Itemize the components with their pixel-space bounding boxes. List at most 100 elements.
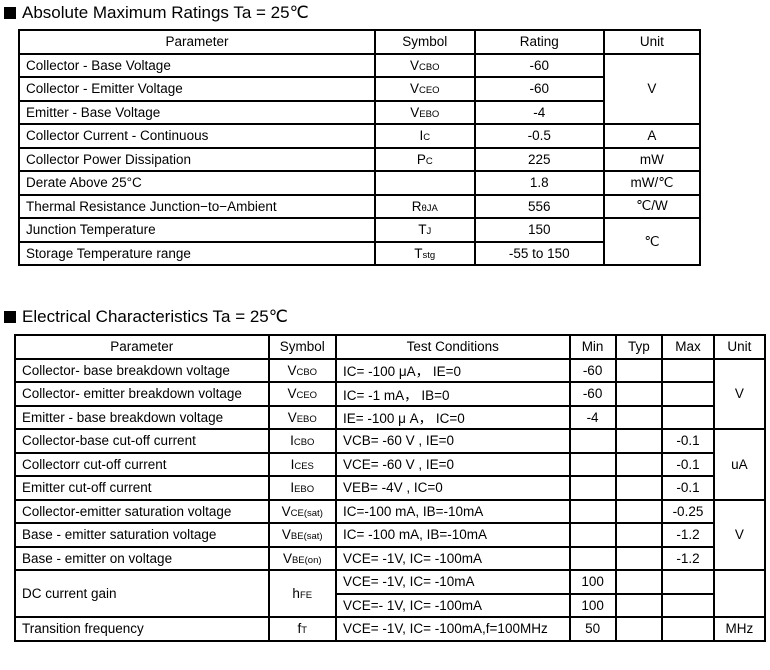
symbol-subscript: CE(sat) [290,507,323,519]
min-cell: 100 [568,569,617,595]
symbol-cell: VCBO [373,52,476,78]
symbol-cell: fT [267,616,337,642]
unit-cell: mW/℃ [602,170,702,196]
table-row: Base - emitter saturation voltage VBE(sat… [14,522,765,548]
table-row: Collector- base breakdown voltage VCBO IC=… [14,357,767,430]
symbol-subscript: BE(sat) [290,531,323,543]
column-header: Unit [602,29,702,55]
column-header: Unit [712,334,767,360]
symbol-subscript: CEO [418,85,440,97]
max-cell [661,357,715,383]
min-cell [568,428,617,454]
symbol-subscript: EBO [419,108,440,120]
test-conditions-cell: IC= -1 mA， IB=0 [334,381,571,407]
symbol-main: I [290,433,294,449]
parameter-cell: Emitter cut-off current [14,475,270,501]
column-header: Symbol [373,29,476,55]
column-header: Min [568,334,617,360]
table-row: Collector Current - Continuous IC -0.5 A [18,123,702,149]
parameter-cell: Thermal Resistance Junction−to−Ambient [18,193,376,219]
table-row: Collector-emitter saturation voltage VCE(… [14,498,767,571]
max-cell [661,569,715,595]
table-row: Storage Temperature range Tstg -55 to 150 [18,240,700,266]
symbol-main: V [287,386,297,402]
max-cell: -0.25 [661,498,715,524]
column-header: Typ [614,334,664,360]
min-cell [568,545,617,571]
symbol-subscript: C [423,132,431,144]
rating-cell: -60 [473,76,605,102]
bullet-square-icon [4,311,16,323]
typ-cell [614,569,664,595]
symbol-subscript: CBO [293,437,315,449]
unit-cell: MHz [712,616,767,642]
symbol-subscript: J [426,226,432,238]
unit-cell: V [712,498,767,571]
symbol-cell: VCEO [373,76,476,102]
table-row: Emitter - base breakdown voltage VEBO IE= … [14,404,765,430]
section-title: Electrical Characteristics Ta = 25℃ [22,307,288,326]
symbol-cell: TJ [373,217,476,243]
symbol-cell: VBE(sat) [267,522,337,548]
table-row: Collector-base cut-off current ICBO VCB= -… [14,428,767,501]
test-conditions-cell: VEB= -4V , IC=0 [334,475,571,501]
symbol-main: I [290,456,295,472]
symbol-main: f [297,621,302,637]
parameter-cell: Base - emitter saturation voltage [14,522,270,548]
parameter-cell: Transition frequency [14,616,270,642]
table-row: Collectorr cut-off current ICES VCE= -60 V… [14,451,765,477]
parameter-cell: Collector- emitter breakdown voltage [14,381,270,407]
rating-cell: -0.5 [473,123,605,149]
max-cell: -1.2 [661,545,715,571]
section-heading-absolute-max: Absolute Maximum Ratings Ta = 25℃ [4,3,309,23]
symbol-subscript: EBO [294,484,315,496]
table-row: VCE=- 1V, IC= -100mA 100 [15,592,765,618]
symbol-subscript: CBO [418,61,440,73]
rating-cell: 150 [473,217,605,243]
unit-cell [712,569,767,618]
symbol-cell: IC [373,123,476,149]
max-cell [661,592,715,618]
min-cell [568,498,617,524]
typ-cell [614,616,664,642]
bullet-square-icon [4,7,16,19]
table-row: Emitter - Base Voltage VEBO -4 [18,99,700,125]
typ-cell [614,428,664,454]
test-conditions-cell: VCE=- 1V, IC= -100mA [334,592,571,618]
electrical-characteristics-table: Parameter Symbol Test Conditions Min Typ Max U… [14,334,767,642]
symbol-subscript: θJA [421,202,438,214]
symbol-cell: VCE(sat) [267,498,337,524]
symbol-cell: Tstg [373,240,476,266]
rating-cell: -60 [473,52,605,78]
column-header: Parameter [18,29,376,55]
symbol-subscript: C [425,155,433,167]
min-cell: 100 [568,592,617,618]
unit-cell: ℃/W [602,193,702,219]
symbol-main: V [410,104,420,120]
typ-cell [614,381,664,407]
typ-cell [614,522,664,548]
table-row: Collector Power Dissipation PC 225 mW [18,146,702,172]
unit-cell: uA [712,428,767,501]
symbol-main: V [287,362,297,378]
min-cell: -60 [568,381,617,407]
table-row: Transition frequency fT VCE= -1V, IC= -100… [14,616,767,642]
test-conditions-cell: IE= -100 μ A， IC=0 [334,404,571,430]
symbol-main: R [411,198,422,214]
table-row: Collector- emitter breakdown voltage VCEO… [14,381,765,407]
table-row: Junction Temperature TJ 150 ℃ [18,217,702,266]
min-cell [568,475,617,501]
min-cell [568,451,617,477]
parameter-cell: Collector- base breakdown voltage [14,357,270,383]
max-cell: -0.1 [661,475,715,501]
table-row: Thermal Resistance Junction−to−Ambient Rθ… [18,193,702,219]
rating-cell: -4 [473,99,605,125]
symbol-main: V [409,81,419,97]
symbol-subscript: CBO [296,366,318,378]
symbol-cell: RθJA [373,193,476,219]
symbol-cell: VCBO [267,357,337,383]
column-header: Symbol [267,334,337,360]
max-cell: -1.2 [661,522,715,548]
symbol-cell: VEBO [373,99,476,125]
max-cell: -0.1 [661,451,715,477]
